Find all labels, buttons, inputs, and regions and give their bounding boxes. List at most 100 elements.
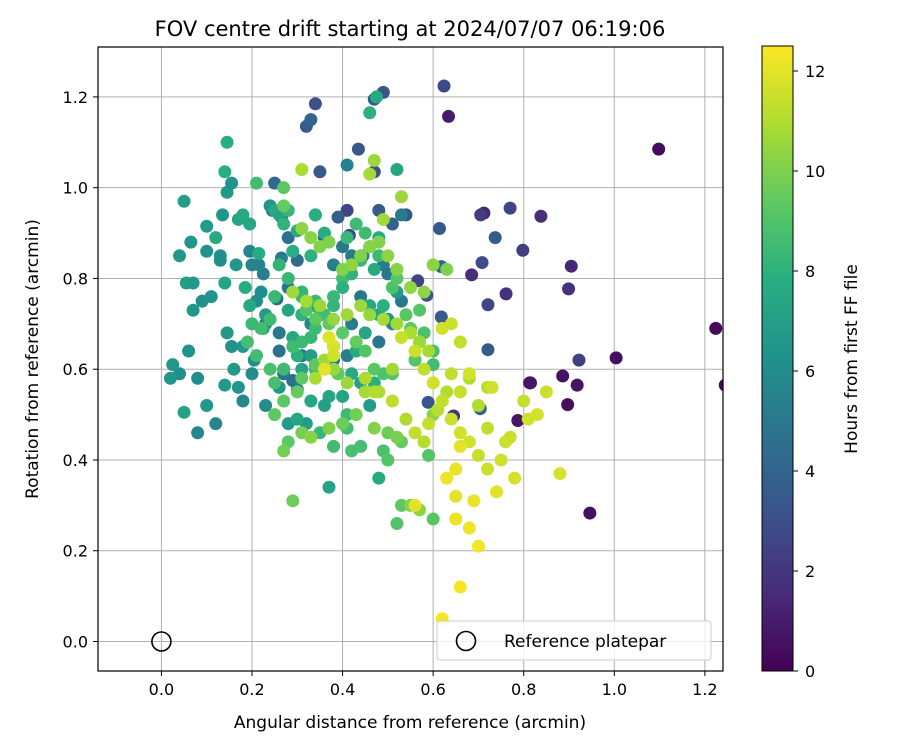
data-point	[372, 335, 386, 349]
data-point	[376, 299, 390, 313]
data-point	[191, 371, 205, 385]
data-point	[417, 285, 431, 299]
data-point	[370, 90, 384, 104]
data-point	[404, 281, 417, 295]
data-point	[462, 521, 476, 535]
data-point	[191, 426, 205, 440]
data-point	[444, 367, 458, 381]
data-point	[354, 290, 368, 304]
data-point	[474, 208, 488, 222]
data-point	[390, 271, 404, 285]
colorbar-tick-label: 8	[805, 262, 815, 281]
data-point	[422, 417, 436, 431]
data-point	[417, 362, 431, 376]
data-point	[480, 462, 494, 476]
data-point	[277, 444, 291, 458]
data-point	[349, 344, 363, 358]
data-point	[245, 367, 259, 381]
data-point	[408, 344, 422, 358]
data-point	[308, 312, 322, 326]
data-point	[485, 380, 499, 394]
data-point	[475, 256, 489, 270]
data-point	[367, 362, 381, 376]
data-point	[336, 417, 350, 431]
data-point	[499, 287, 513, 301]
data-point	[413, 303, 427, 317]
data-point	[272, 258, 286, 272]
data-point	[166, 358, 180, 372]
scatter-points	[163, 79, 723, 626]
data-point	[308, 97, 322, 111]
colorbar-ticks: 0 2 4 6 8 10 12	[793, 62, 825, 681]
data-point	[399, 412, 413, 426]
data-point	[286, 494, 300, 508]
data-point	[718, 379, 723, 392]
y-tick-label: 1.2	[63, 88, 88, 107]
data-point	[530, 408, 544, 422]
data-point	[437, 79, 451, 93]
data-point	[390, 517, 404, 531]
data-point	[327, 312, 341, 326]
data-point	[327, 349, 341, 363]
data-point	[245, 258, 259, 272]
data-point	[277, 181, 291, 195]
data-point	[184, 235, 198, 249]
data-point	[349, 217, 363, 231]
reference-platepar-marker	[151, 631, 172, 652]
legend-marker	[455, 630, 477, 652]
data-point	[209, 231, 223, 245]
data-point	[351, 142, 365, 156]
data-point	[308, 371, 322, 385]
data-point	[363, 240, 377, 254]
data-point	[259, 399, 273, 413]
data-point	[399, 308, 413, 322]
data-point	[422, 344, 436, 358]
data-point	[227, 362, 241, 376]
data-point	[336, 389, 350, 403]
data-point	[327, 299, 341, 313]
data-point	[304, 231, 318, 245]
data-point	[304, 249, 318, 263]
data-point	[243, 217, 257, 231]
x-tick-label: 0.8	[511, 680, 536, 699]
data-point	[336, 326, 350, 340]
data-point	[240, 335, 254, 349]
data-point	[394, 330, 408, 344]
data-point	[453, 426, 467, 440]
x-tick-label: 1.0	[602, 680, 627, 699]
data-point	[572, 353, 586, 367]
data-point	[508, 471, 522, 485]
data-point	[354, 439, 368, 453]
y-tick-label: 0.0	[63, 633, 88, 652]
data-point	[449, 462, 463, 476]
data-point	[408, 498, 422, 512]
data-point	[216, 208, 230, 222]
data-point	[421, 395, 435, 409]
colorbar-tick-label: 10	[805, 162, 825, 181]
data-point	[539, 385, 553, 399]
data-point	[553, 467, 567, 481]
data-point	[322, 480, 336, 494]
data-point	[564, 259, 578, 273]
data-point	[363, 299, 377, 313]
data-point	[238, 281, 252, 295]
y-tick-label: 0.4	[63, 451, 88, 470]
data-point	[229, 258, 243, 272]
data-point	[453, 385, 467, 399]
data-point	[435, 394, 449, 408]
data-point	[281, 231, 295, 245]
data-point	[453, 580, 467, 594]
data-point	[517, 394, 531, 408]
x-tick-label: 1.2	[692, 680, 717, 699]
data-point	[363, 167, 377, 181]
data-point	[381, 249, 395, 263]
data-point	[709, 321, 723, 335]
data-point	[426, 258, 440, 272]
data-point	[481, 343, 495, 357]
data-point	[503, 430, 517, 444]
data-point	[268, 408, 282, 422]
data-point	[225, 176, 239, 190]
data-point	[408, 353, 422, 367]
data-point	[417, 435, 431, 449]
